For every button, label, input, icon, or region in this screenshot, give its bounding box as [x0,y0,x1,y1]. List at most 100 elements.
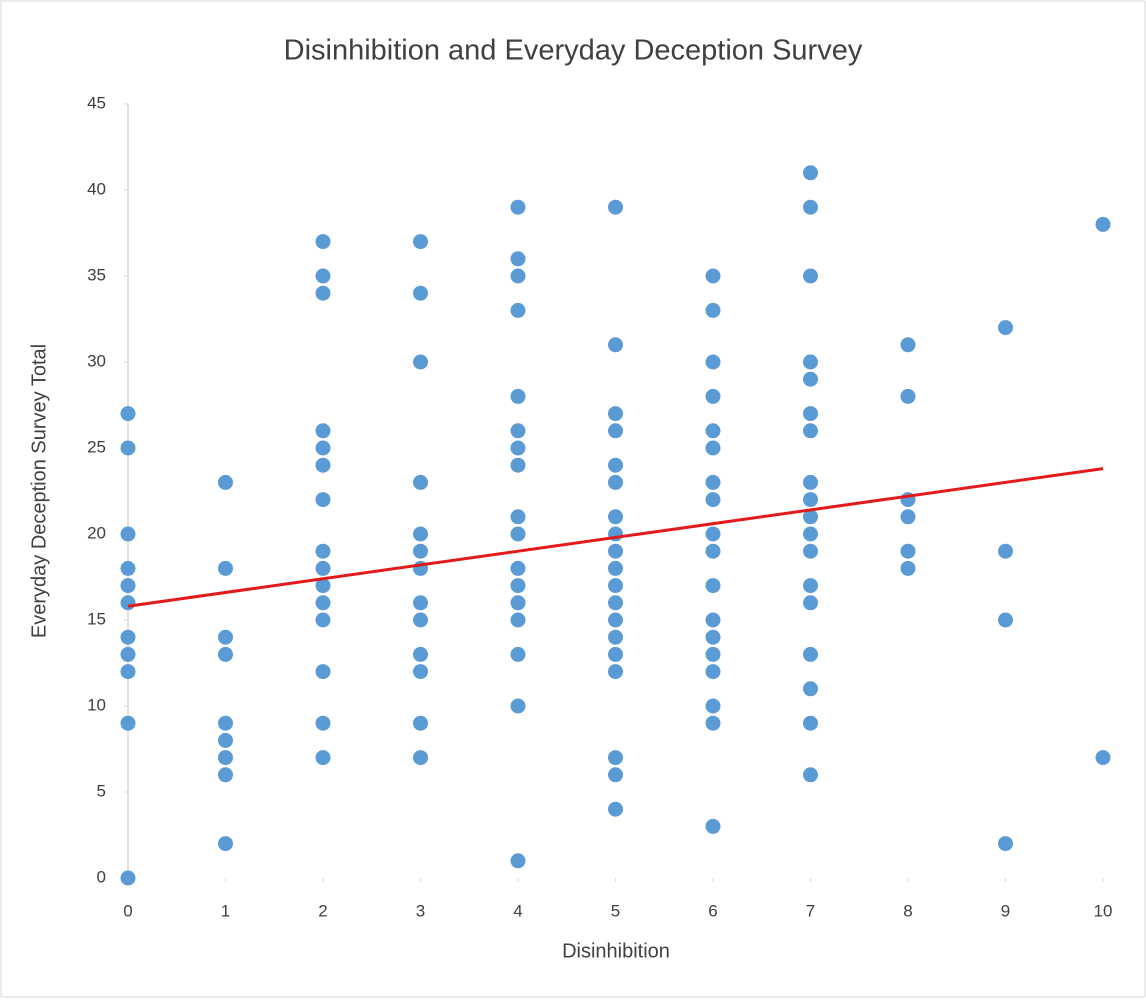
data-point [803,165,818,181]
x-axis-label: Disinhibition [562,940,670,962]
data-point [315,612,331,628]
data-point [1095,216,1111,232]
data-point [315,715,331,731]
data-point [510,440,526,456]
data-point [413,750,428,766]
data-point [803,578,818,594]
data-point [803,492,818,508]
data-point [608,750,623,766]
data-point [315,457,331,473]
data-point [218,629,233,645]
data-point [998,543,1013,559]
data-point [608,474,623,490]
data-point [315,234,331,250]
data-point [413,646,428,662]
data-point [998,320,1013,336]
data-point [705,423,721,439]
y-tick-label: 30 [87,351,106,370]
data-point [900,509,916,525]
data-point [120,664,136,680]
x-tick-label: 1 [221,901,230,920]
data-point [120,629,136,645]
data-point [608,646,623,662]
data-point [120,715,136,731]
data-point [315,492,331,508]
data-point [608,578,623,594]
data-point [510,578,526,594]
data-point [510,646,526,662]
data-point [608,423,623,439]
data-point [803,767,818,783]
data-point [218,715,233,731]
data-point [413,612,428,628]
data-point [608,199,623,215]
data-point [413,543,428,559]
data-point [510,612,526,628]
data-point [608,560,623,576]
data-point [413,234,428,250]
data-point [413,715,428,731]
data-point [900,543,916,559]
data-point [608,767,623,783]
y-tick-label: 15 [87,609,106,628]
data-point [608,337,623,353]
data-point [315,578,331,594]
data-point [803,474,818,490]
data-point [510,423,526,439]
data-point [705,629,721,645]
data-point [218,767,233,783]
y-tick-label: 10 [87,695,106,714]
data-point [705,440,721,456]
data-point [705,698,721,714]
data-point [413,354,428,370]
data-point [803,406,818,422]
x-tick-label: 3 [416,901,425,920]
data-point [900,388,916,404]
data-point [510,698,526,714]
data-point [218,732,233,748]
data-point [608,509,623,525]
data-point [608,664,623,680]
data-point [218,836,233,852]
data-point [510,268,526,284]
data-point [803,526,818,542]
y-tick-label: 20 [87,523,106,542]
data-point [510,251,526,267]
data-point [413,664,428,680]
data-point [120,526,136,542]
data-point [218,750,233,766]
data-point [803,423,818,439]
data-point [315,664,331,680]
data-point [315,560,331,576]
y-tick-label: 5 [97,781,106,800]
data-point [803,371,818,387]
data-point [803,715,818,731]
data-point [218,474,233,490]
data-point [803,268,818,284]
data-point [803,595,818,611]
data-point [120,440,136,456]
data-point [510,509,526,525]
data-point [608,543,623,559]
data-point [608,595,623,611]
data-point [803,646,818,662]
data-point [705,474,721,490]
x-tick-label: 2 [318,901,327,920]
x-tick-label: 4 [513,901,522,920]
y-tick-label: 45 [87,93,106,112]
data-point [510,457,526,473]
data-point [900,337,916,353]
data-point [510,302,526,318]
data-point [705,388,721,404]
x-tick-label: 9 [1001,901,1010,920]
data-point [120,870,136,886]
y-tick-label: 0 [97,867,106,886]
data-point [803,509,818,525]
data-point [705,818,721,834]
data-point [803,681,818,697]
data-point [315,750,331,766]
chart-title: Disinhibition and Everyday Deception Sur… [284,35,863,67]
data-point [315,543,331,559]
data-point [705,664,721,680]
